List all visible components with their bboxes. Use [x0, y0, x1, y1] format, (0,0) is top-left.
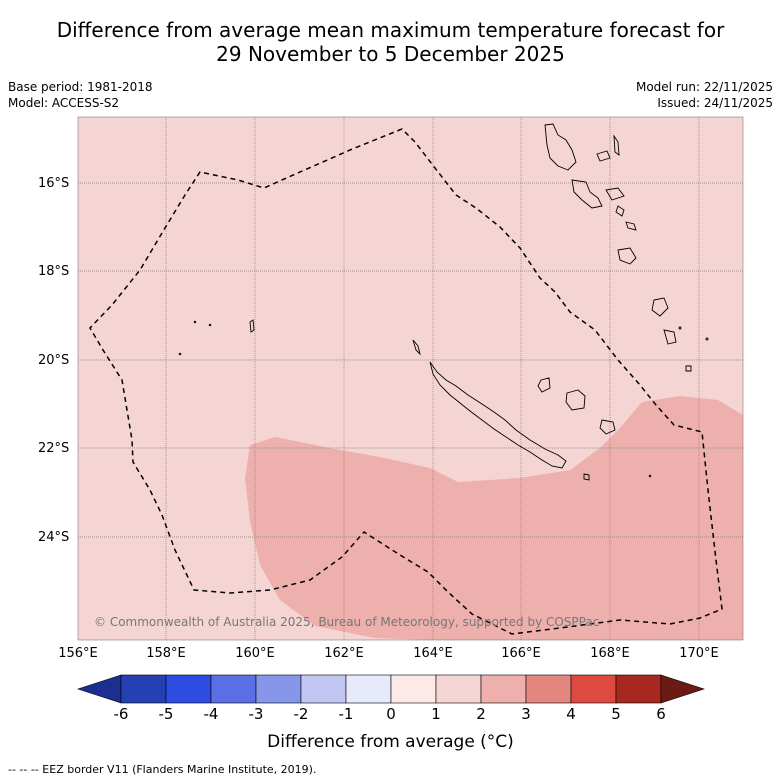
colorbar-segment	[255, 674, 302, 704]
islet-2	[193, 320, 197, 324]
colorbar-title: Difference from average (°C)	[267, 732, 514, 752]
colorbar-segment	[570, 674, 617, 704]
colorbar-tick-label: -5	[158, 705, 174, 723]
ouvea-island	[537, 377, 551, 393]
epi-island	[615, 205, 625, 217]
ambrym-island	[605, 187, 625, 201]
lat-label-22s: 22°S	[38, 441, 70, 456]
issued-date: Issued: 24/11/2025	[657, 96, 773, 110]
shepherd-islands	[625, 221, 637, 231]
lat-label-18s: 18°S	[38, 264, 70, 279]
aneityum-island	[685, 365, 692, 372]
islet-6	[705, 337, 709, 341]
lon-label-160e: 160°E	[235, 646, 275, 661]
model-run: Model run: 22/11/2025	[635, 80, 773, 94]
gridlines	[78, 117, 743, 640]
copyright-text: © Commonwealth of Australia 2025, Bureau…	[94, 615, 599, 629]
colorbar-segment	[120, 674, 167, 704]
meta-left: Base period: 1981-2018 Model: ACCESS-S2	[8, 79, 153, 111]
coastlines	[178, 123, 709, 481]
colorbar-tick-label: 5	[611, 705, 621, 723]
ambae-island	[596, 150, 611, 162]
map-frame	[77, 116, 744, 641]
colorbar-arrow-high	[660, 674, 705, 704]
colorbar-segment	[345, 674, 392, 704]
isle-of-pines	[583, 473, 590, 481]
lon-label-164e: 164°E	[413, 646, 453, 661]
lat-label-16s: 16°S	[38, 176, 70, 191]
colorbar-tick-label: 1	[431, 705, 441, 723]
chart-title: Difference from average mean maximum tem…	[0, 18, 781, 66]
lat-label-24s: 24°S	[38, 530, 70, 545]
colorbar-segment	[390, 674, 437, 704]
lon-label-166e: 166°E	[501, 646, 541, 661]
colorbar-tick-label: -4	[203, 705, 219, 723]
islet-4	[648, 474, 652, 478]
lon-label-168e: 168°E	[590, 646, 630, 661]
anomaly-warm-area	[245, 396, 743, 640]
meta-right: Model run: 22/11/2025 Issued: 24/11/2025	[636, 79, 773, 111]
belep-islands	[412, 339, 421, 356]
colorbar-tick-label: 2	[476, 705, 486, 723]
colorbar-segment	[210, 674, 257, 704]
lon-label-156e: 156°E	[58, 646, 98, 661]
lifou-island	[565, 389, 586, 411]
new-caledonia-coastline	[429, 361, 567, 469]
mare-island	[599, 419, 616, 435]
colorbar-segment	[165, 674, 212, 704]
islet-3	[208, 323, 212, 327]
colorbar-tick-label: -2	[293, 705, 309, 723]
colorbar-segment	[300, 674, 347, 704]
malakula-island	[571, 179, 603, 209]
tanna-island	[663, 329, 677, 345]
islet-5	[678, 326, 682, 330]
colorbar-segment	[435, 674, 482, 704]
base-period: Base period: 1981-2018	[8, 80, 153, 94]
islet-1	[178, 352, 182, 356]
colorbar-arrow-low	[77, 674, 122, 704]
title-line-1: Difference from average mean maximum tem…	[56, 18, 725, 42]
chesterfield-islands	[249, 319, 255, 333]
colorbar-tick-label: -1	[338, 705, 354, 723]
espiritu-santo-island	[544, 123, 577, 171]
eez-footnote: -- -- -- EEZ border V11 (Flanders Marine…	[8, 763, 317, 776]
lon-label-170e: 170°E	[679, 646, 719, 661]
colorbar-tick-label: -6	[113, 705, 129, 723]
colorbar-tick-label: 6	[656, 705, 666, 723]
lon-label-158e: 158°E	[146, 646, 186, 661]
erromango-island	[651, 297, 669, 317]
lat-label-20s: 20°S	[38, 353, 70, 368]
efate-island	[617, 247, 637, 265]
colorbar	[77, 674, 705, 704]
colorbar-tick-label: 3	[521, 705, 531, 723]
colorbar-tick-label: -3	[248, 705, 264, 723]
colorbar-tick-label: 4	[566, 705, 576, 723]
lon-label-162e: 162°E	[324, 646, 364, 661]
colorbar-tick-label: 0	[386, 705, 396, 723]
model-name: Model: ACCESS-S2	[8, 96, 120, 110]
eez-border	[89, 128, 723, 635]
colorbar-segment	[615, 674, 662, 704]
colorbar-segment	[480, 674, 527, 704]
title-line-2: 29 November to 5 December 2025	[216, 42, 565, 66]
colorbar-segment	[525, 674, 572, 704]
maewo-island	[613, 134, 620, 156]
